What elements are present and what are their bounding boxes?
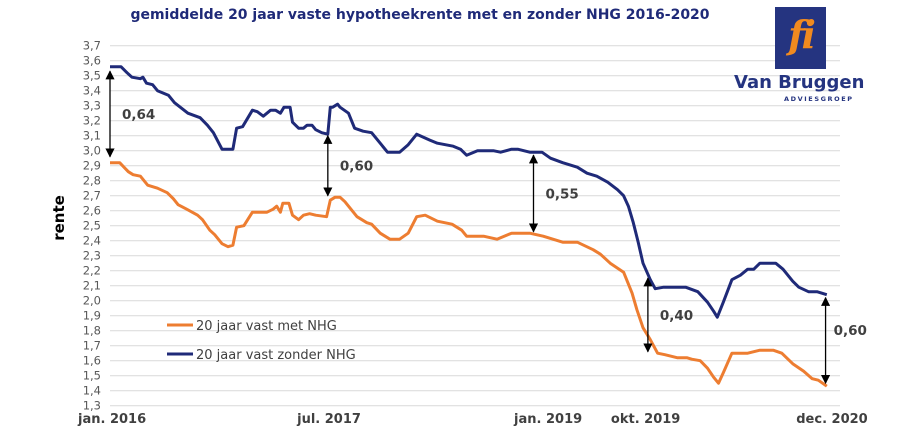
y-tick-label: 1,8: [83, 324, 101, 338]
y-tick-label: 2,7: [83, 189, 101, 203]
y-tick-label: 1,6: [83, 354, 101, 368]
x-tick-label: dec. 2020: [796, 412, 867, 427]
y-tick-label: 2,6: [83, 204, 101, 218]
y-tick-label: 1,7: [83, 339, 101, 353]
y-tick-label: 1,3: [83, 399, 101, 413]
y-tick-label: 3,2: [83, 114, 101, 128]
chart-title: gemiddelde 20 jaar vaste hypotheekrente …: [130, 7, 710, 23]
van-bruggen-logo: fi Van Bruggen ADVIESGROEP: [730, 6, 864, 106]
y-tick-label: 1,4: [83, 384, 101, 398]
gap-label: 0,55: [545, 186, 578, 202]
y-tick-label: 2,0: [83, 294, 101, 308]
gap-label: 0,64: [122, 107, 155, 123]
y-tick-label: 3,4: [83, 84, 101, 98]
y-tick-label: 3,0: [83, 144, 101, 158]
y-tick-label: 3,1: [83, 129, 101, 143]
legend-label: 20 jaar vast met NHG: [196, 319, 337, 334]
gap-label: 0,60: [340, 159, 373, 175]
logo-name: Van Bruggen: [734, 72, 865, 93]
logo-mark: fi: [775, 7, 826, 69]
y-tick-label: 3,5: [83, 69, 101, 83]
y-tick-label: 2,9: [83, 159, 101, 173]
y-tick-label: 1,5: [83, 369, 101, 383]
logo-subtitle: ADVIESGROEP: [784, 95, 854, 103]
y-tick-label: 2,2: [83, 264, 101, 278]
y-tick-label: 1,9: [83, 309, 101, 323]
y-axis-label: rente: [50, 195, 68, 241]
x-tick-label: jul. 2017: [296, 412, 361, 427]
y-tick-label: 2,8: [83, 174, 101, 188]
legend-label: 20 jaar vast zonder NHG: [196, 348, 356, 363]
gap-label: 0,40: [660, 308, 693, 324]
y-tick-label: 3,6: [83, 54, 101, 68]
series-line-met-nhg: [110, 161, 828, 388]
gap-label: 0,60: [834, 323, 867, 339]
y-tick-label: 3,3: [83, 99, 101, 113]
logo-fi-icon: fi: [788, 12, 816, 57]
y-tick-label: 2,3: [83, 249, 101, 263]
series-line-zonder-nhg: [110, 65, 828, 319]
y-tick-label: 3,7: [83, 39, 101, 53]
y-tick-label: 2,1: [83, 279, 101, 293]
x-tick-label: okt. 2019: [611, 412, 680, 427]
x-tick-label: jan. 2019: [513, 412, 582, 427]
y-tick-label: 2,4: [83, 234, 101, 248]
y-tick-label: 2,5: [83, 219, 101, 233]
x-tick-label: jan. 2016: [77, 412, 146, 427]
